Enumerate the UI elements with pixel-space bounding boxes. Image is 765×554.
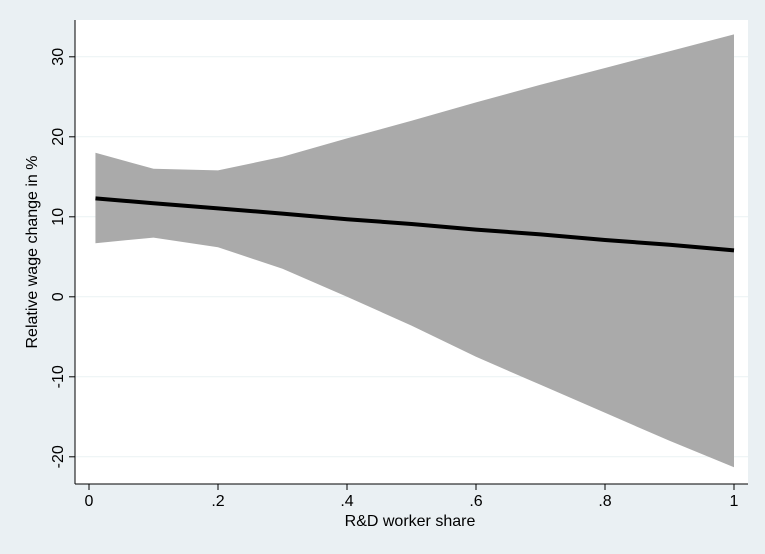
x-tick-label: .2 — [211, 493, 224, 510]
y-tick-label: -10 — [50, 365, 67, 388]
x-tick-label: .4 — [340, 493, 353, 510]
fit-line — [95, 196, 735, 253]
y-tick-label: 20 — [50, 128, 67, 146]
y-tick-label: 30 — [50, 48, 67, 66]
x-axis-title: R&D worker share — [345, 513, 476, 530]
y-tick-label: 10 — [50, 208, 67, 226]
x-tick-label: .8 — [598, 493, 611, 510]
x-tick-label: 1 — [730, 493, 739, 510]
x-tick-label: .6 — [469, 493, 482, 510]
confidence-band — [95, 34, 735, 468]
y-tick-label: 0 — [50, 292, 67, 301]
x-tick-label: 0 — [85, 493, 94, 510]
y-axis-title: Relative wage change in % — [24, 155, 41, 348]
y-tick-label: -20 — [50, 445, 67, 468]
